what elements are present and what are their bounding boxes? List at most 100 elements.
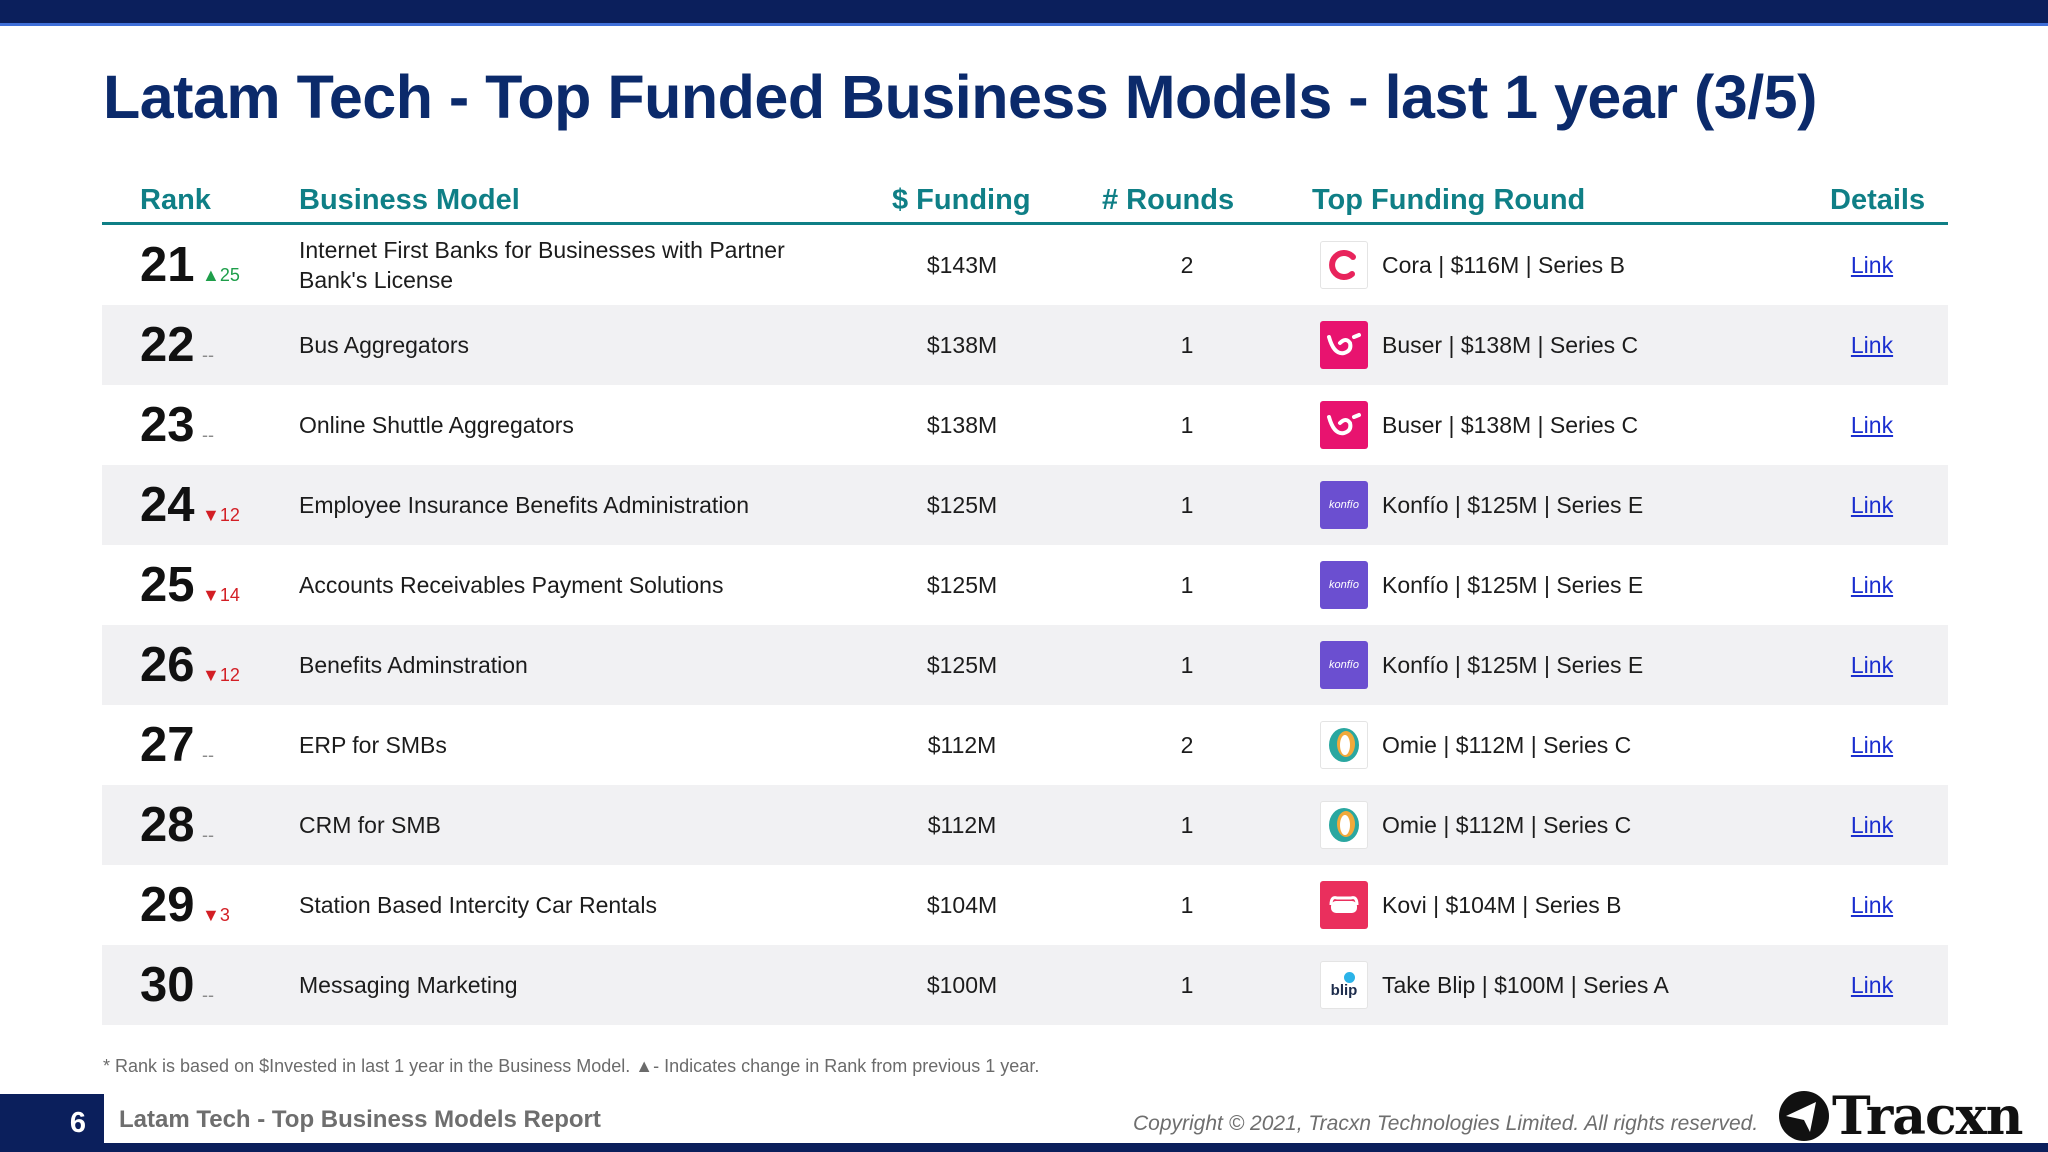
details-link[interactable]: Link: [1850, 251, 1894, 278]
konfio-logo-text: konfío: [1329, 499, 1359, 511]
rounds-count: 1: [1180, 971, 1194, 998]
kovi-logo: [1320, 881, 1368, 929]
business-model-name: Messaging Marketing: [299, 972, 518, 998]
funding-amount: $125M: [926, 571, 998, 598]
top-funding-round-text: Omie | $112M | Series C: [1382, 731, 1632, 758]
table-row: 23 -- Online Shuttle Aggregators $138M 1 Buse…: [102, 385, 1948, 465]
business-model-name: Employee Insurance Benefits Administrati…: [299, 492, 750, 518]
top-funding-round-text: Konfío | $125M | Series E: [1382, 571, 1644, 598]
business-model-name: Online Shuttle Aggregators: [299, 412, 574, 438]
header-rank: Rank: [140, 184, 211, 216]
business-model-name: Benefits Adminstration: [299, 652, 528, 678]
table-row: 25 ▼14 Accounts Receivables Payment Soluti…: [102, 545, 1948, 625]
rank-change: --: [202, 985, 214, 1005]
header-business-model: Business Model: [299, 184, 520, 216]
footnote: * Rank is based on $Invested in last 1 y…: [103, 1056, 1040, 1076]
bottom-bar: [0, 1143, 2048, 1152]
details-cell: Link: [1822, 705, 1922, 785]
funding-amount: $138M: [926, 331, 998, 358]
rank-change: ▼3: [202, 905, 230, 925]
rank-number: 23: [140, 398, 195, 452]
details-cell: Link: [1822, 225, 1922, 305]
header-details: Details: [1830, 184, 1926, 216]
table-row: 24 ▼12 Employee Insurance Benefits Adminis…: [102, 465, 1948, 545]
tracxn-logo: Tracxn: [1776, 1086, 2023, 1147]
details-link[interactable]: Link: [1850, 891, 1894, 918]
table-row: 28 -- CRM for SMB $112M 1 Omie | $112M | Seri…: [102, 785, 1948, 865]
top-funding-round-text: Omie | $112M | Series C: [1382, 811, 1632, 838]
top-funding-round: Buser | $138M | Series C: [1320, 385, 1760, 465]
rank-change: --: [202, 345, 214, 365]
business-model-name: Internet First Banks for Businesses with…: [299, 237, 785, 293]
konfio-logo-text: konfío: [1329, 579, 1359, 591]
details-link[interactable]: Link: [1850, 811, 1894, 838]
top-funding-round-text: Cora | $116M | Series B: [1382, 251, 1625, 278]
details-link[interactable]: Link: [1850, 651, 1894, 678]
details-cell: Link: [1822, 625, 1922, 705]
rounds-count: 1: [1180, 891, 1194, 918]
details-cell: Link: [1822, 305, 1922, 385]
konfio-logo: konfío: [1320, 641, 1368, 689]
details-cell: Link: [1822, 785, 1922, 865]
buser-logo: [1320, 321, 1368, 369]
top-funding-round-text: Buser | $138M | Series C: [1382, 411, 1639, 438]
business-model-name: CRM for SMB: [299, 812, 441, 838]
table-row: 22 -- Bus Aggregators $138M 1 Buser | $138M |…: [102, 305, 1948, 385]
cora-logo: [1320, 241, 1368, 289]
funding-amount: $104M: [926, 891, 998, 918]
rank-number: 22: [140, 318, 195, 372]
rank-number: 24: [140, 478, 195, 532]
top-funding-round: blip Take Blip | $100M | Series A: [1320, 945, 1760, 1025]
table-row: 29 ▼3 Station Based Intercity Car Rentals $…: [102, 865, 1948, 945]
details-cell: Link: [1822, 945, 1922, 1025]
top-funding-round-text: Konfío | $125M | Series E: [1382, 491, 1644, 518]
blip-logo-text: blip: [1330, 982, 1358, 999]
konfio-logo-text: konfío: [1329, 659, 1359, 671]
top-funding-round-text: Kovi | $104M | Series B: [1382, 891, 1622, 918]
rounds-count: 1: [1180, 491, 1194, 518]
table-row: 30 -- Messaging Marketing $100M 1 blip Take Bl…: [102, 945, 1948, 1025]
table-row: 27 -- ERP for SMBs $112M 2 Omie | $112M | Ser…: [102, 705, 1948, 785]
top-funding-round: konfío Konfío | $125M | Series E: [1320, 465, 1760, 545]
rounds-count: 1: [1180, 571, 1194, 598]
rank-change: ▼14: [202, 585, 240, 605]
details-link[interactable]: Link: [1850, 731, 1894, 758]
rounds-count: 1: [1180, 651, 1194, 678]
table-row: 26 ▼12 Benefits Adminstration $125M 1 konfío K…: [102, 625, 1948, 705]
details-link[interactable]: Link: [1850, 491, 1894, 518]
funding-amount: $125M: [926, 651, 998, 678]
business-model-name: Station Based Intercity Car Rentals: [299, 892, 657, 918]
details-link[interactable]: Link: [1850, 331, 1894, 358]
details-link[interactable]: Link: [1850, 571, 1894, 598]
header-top-funding-round: Top Funding Round: [1312, 184, 1586, 216]
top-funding-round: Cora | $116M | Series B: [1320, 225, 1760, 305]
details-link[interactable]: Link: [1850, 971, 1894, 998]
rank-number: 29: [140, 878, 195, 932]
rank-number: 27: [140, 718, 195, 772]
copyright: Copyright © 2021, Tracxn Technologies Li…: [1133, 1112, 1759, 1135]
rounds-count: 2: [1180, 251, 1194, 278]
business-model-name: Accounts Receivables Payment Solutions: [299, 572, 724, 598]
header-rounds: # Rounds: [1102, 184, 1235, 216]
top-funding-round-text: Buser | $138M | Series C: [1382, 331, 1639, 358]
top-funding-round-text: Konfío | $125M | Series E: [1382, 651, 1644, 678]
tracxn-mark-icon: [1779, 1091, 1829, 1141]
rank-number: 21: [140, 238, 195, 292]
details-cell: Link: [1822, 545, 1922, 625]
rank-change: ▼12: [202, 505, 240, 525]
rank-number: 25: [140, 558, 195, 612]
rounds-count: 1: [1180, 411, 1194, 438]
top-bar: [0, 0, 2048, 26]
table-body: 21 ▲25 Internet First Banks for Businesses…: [102, 225, 1948, 1025]
blip-logo: blip: [1320, 961, 1368, 1009]
top-funding-round: Kovi | $104M | Series B: [1320, 865, 1760, 945]
funding-amount: $112M: [927, 811, 997, 838]
konfio-logo: konfío: [1320, 561, 1368, 609]
top-funding-round: Omie | $112M | Series C: [1320, 785, 1760, 865]
rounds-count: 1: [1180, 331, 1194, 358]
business-model-name: Bus Aggregators: [299, 332, 470, 358]
table-header: Rank Business Model $ Funding # Rounds T…: [102, 180, 1948, 225]
funding-amount: $143M: [926, 251, 998, 278]
details-link[interactable]: Link: [1850, 411, 1894, 438]
rank-change: ▲25: [202, 265, 240, 285]
